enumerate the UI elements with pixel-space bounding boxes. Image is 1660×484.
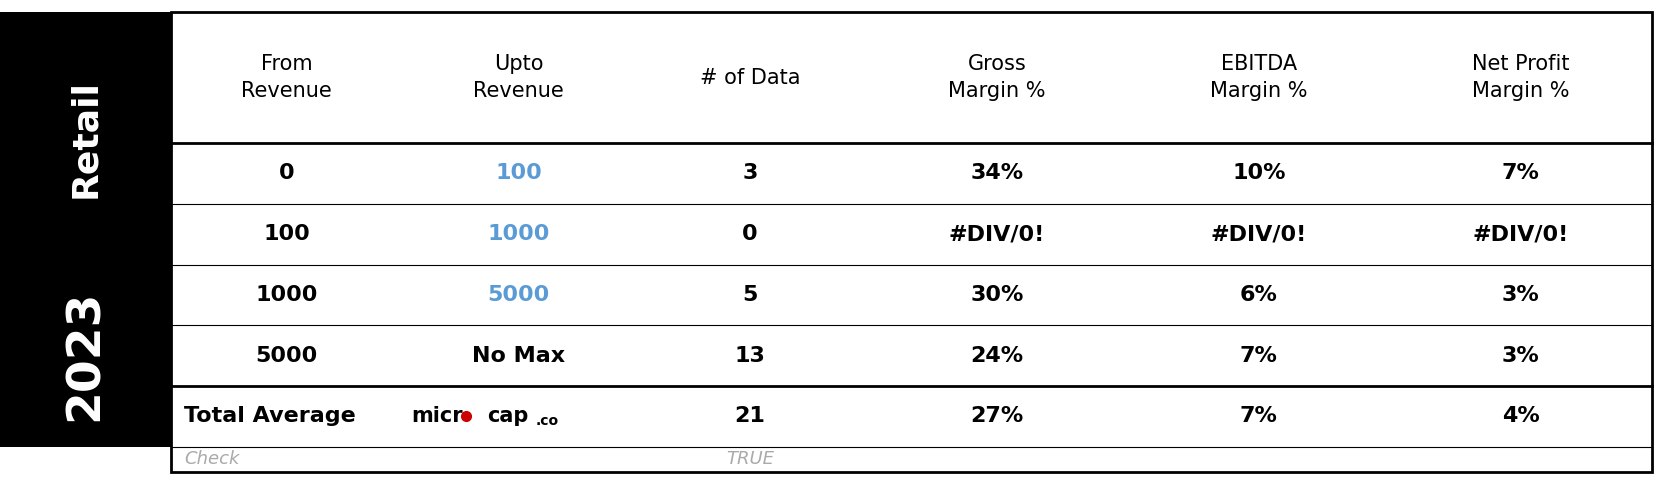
Text: 24%: 24% (971, 346, 1024, 365)
Text: #DIV/0!: #DIV/0! (1210, 224, 1306, 244)
Text: 30%: 30% (971, 285, 1024, 305)
Text: 100: 100 (495, 164, 541, 183)
Text: 3%: 3% (1502, 285, 1539, 305)
Text: From
Revenue: From Revenue (241, 54, 332, 101)
Text: EBITDA
Margin %: EBITDA Margin % (1210, 54, 1308, 101)
Text: 1000: 1000 (256, 285, 319, 305)
Text: 5000: 5000 (488, 285, 549, 305)
Text: Gross
Margin %: Gross Margin % (948, 54, 1046, 101)
Text: 0: 0 (742, 224, 759, 244)
Text: # of Data: # of Data (701, 68, 800, 88)
Text: Total Average: Total Average (184, 406, 355, 426)
Text: 5000: 5000 (256, 346, 319, 365)
Text: Net Profit
Margin %: Net Profit Margin % (1472, 54, 1569, 101)
Text: micr: micr (412, 406, 463, 426)
Text: 27%: 27% (971, 406, 1024, 426)
Text: 34%: 34% (971, 164, 1024, 183)
Text: 6%: 6% (1240, 285, 1278, 305)
Bar (171, 12, 1652, 472)
Text: TRUE: TRUE (725, 450, 774, 468)
Text: #DIV/0!: #DIV/0! (950, 224, 1046, 244)
Text: 4%: 4% (1502, 406, 1539, 426)
Text: 10%: 10% (1232, 164, 1285, 183)
Text: cap: cap (488, 406, 528, 426)
Text: 7%: 7% (1240, 406, 1278, 426)
Text: 2023: 2023 (63, 290, 108, 421)
Text: No Max: No Max (471, 346, 564, 365)
Text: 0: 0 (279, 164, 294, 183)
Text: 7%: 7% (1240, 346, 1278, 365)
Text: 100: 100 (264, 224, 310, 244)
Text: Retail: Retail (68, 79, 103, 198)
Text: 13: 13 (735, 346, 765, 365)
Text: 3: 3 (742, 164, 759, 183)
Text: Upto
Revenue: Upto Revenue (473, 54, 564, 101)
Text: .co: .co (536, 414, 558, 428)
Bar (0, 12, 171, 447)
Text: 5: 5 (742, 285, 759, 305)
Text: Check: Check (184, 450, 239, 468)
Text: 1000: 1000 (488, 224, 549, 244)
Text: 3%: 3% (1502, 346, 1539, 365)
Text: 21: 21 (735, 406, 765, 426)
Text: #DIV/0!: #DIV/0! (1472, 224, 1569, 244)
Text: 7%: 7% (1502, 164, 1540, 183)
